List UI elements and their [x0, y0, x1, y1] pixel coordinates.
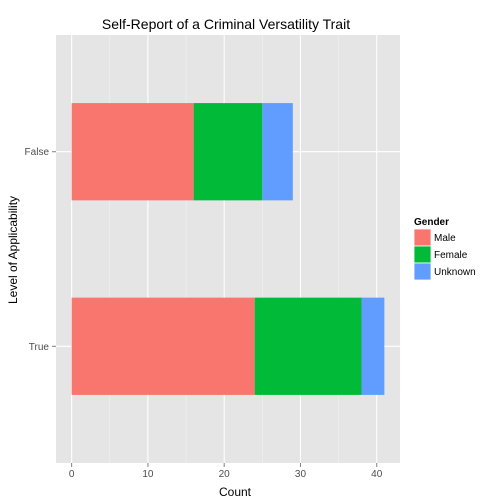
legend-key-female [413, 245, 432, 264]
bar-true-unknown [361, 297, 385, 395]
legend: Gender Male Female Unknown [413, 217, 476, 281]
bar-true-female [254, 297, 362, 395]
bar-false-unknown [262, 103, 293, 201]
legend-key-unknown [413, 262, 432, 281]
x-axis: 0 10 20 30 40 [69, 463, 383, 480]
y-axis: True False [25, 147, 56, 353]
x-tick-label: 10 [142, 469, 154, 480]
x-axis-title: Count [219, 485, 252, 499]
legend-label-female: Female [434, 250, 468, 261]
plot-panel [56, 35, 400, 463]
bar-false-female [193, 103, 263, 201]
chart-title: Self-Report of a Criminal Versatility Tr… [102, 16, 350, 32]
x-tick-label: 40 [371, 469, 383, 480]
bars [71, 103, 385, 395]
x-tick-label: 20 [219, 469, 231, 480]
legend-key-male [413, 228, 432, 247]
bar-true-male [71, 297, 255, 395]
legend-label-male: Male [434, 233, 456, 244]
x-tick-label: 0 [69, 469, 75, 480]
y-tick-label: True [29, 342, 50, 353]
legend-label-unknown: Unknown [434, 267, 476, 278]
y-tick-label: False [25, 147, 50, 158]
legend-title: Gender [414, 217, 449, 228]
y-axis-title: Level of Applicability [6, 196, 20, 304]
bar-false-male [71, 103, 194, 201]
x-tick-label: 30 [295, 469, 307, 480]
